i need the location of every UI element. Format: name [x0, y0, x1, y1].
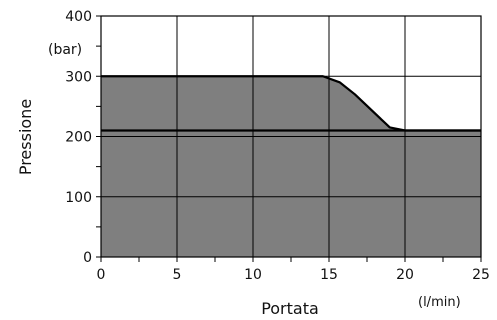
- y-tick-label-400: 400: [65, 9, 92, 25]
- x-tick-label-10: 10: [244, 267, 262, 283]
- x-tick-labels: 0 5 10 15 20 25: [97, 267, 490, 283]
- y-tick-label-100: 100: [65, 190, 92, 206]
- area-fill-2: [101, 76, 481, 257]
- x-axis-unit: (l/min): [418, 295, 461, 310]
- x-tick-label-15: 15: [320, 267, 338, 283]
- x-tick-label-20: 20: [396, 267, 414, 283]
- y-tick-label-200: 200: [65, 130, 92, 146]
- curve-lines: [101, 75, 481, 132]
- x-tick-label-25: 25: [472, 267, 490, 283]
- y-tick-label-0: 0: [83, 250, 92, 266]
- x-tick-label-0: 0: [97, 267, 106, 283]
- x-axis-title: Portata: [261, 299, 319, 318]
- y-axis-unit: (bar): [48, 42, 82, 58]
- x-tick-label-5: 5: [173, 267, 182, 283]
- area-fills: [101, 76, 481, 257]
- y-axis-title: Pressione: [16, 99, 35, 175]
- y-tick-label-300: 300: [65, 69, 92, 85]
- series-line-2: [101, 75, 481, 132]
- tick-marks: [96, 15, 482, 262]
- y-tick-labels: 0 100 200 300 400: [65, 9, 92, 266]
